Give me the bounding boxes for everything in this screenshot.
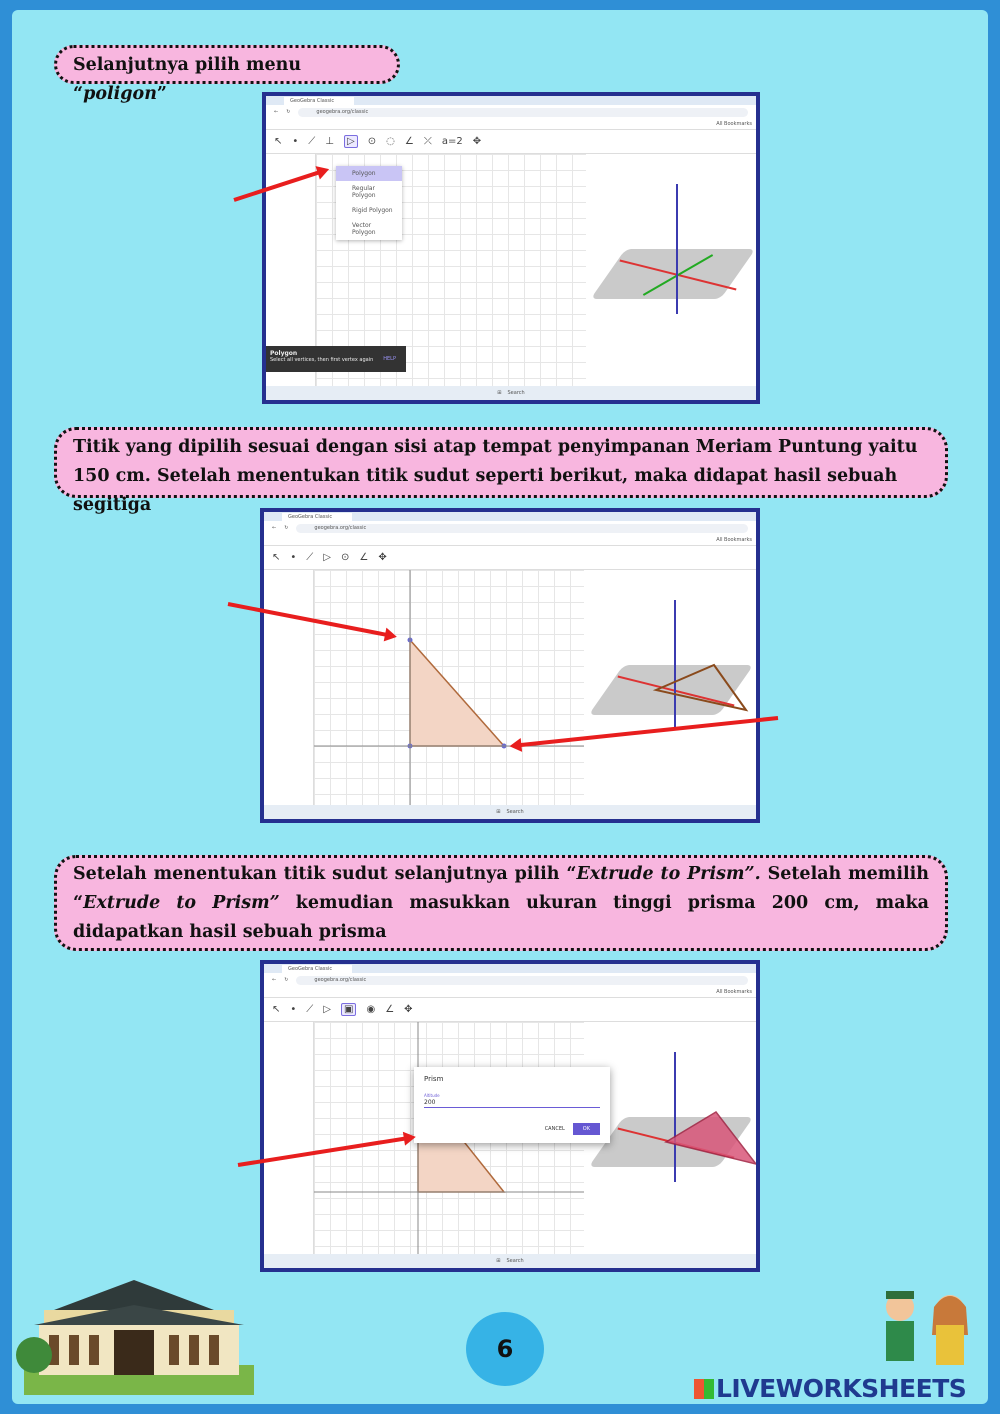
algebra-view[interactable]	[264, 570, 314, 805]
back-icon[interactable]: ←	[274, 109, 279, 115]
angle-tool-icon[interactable]: ∠	[404, 136, 414, 147]
windows-start-icon[interactable]: ⊞	[497, 390, 502, 396]
back-icon[interactable]: ←	[272, 525, 277, 531]
reflect-tool-icon[interactable]: ⤫	[423, 136, 432, 147]
line-tool-icon[interactable]: ⟋	[308, 136, 316, 147]
algebra-view[interactable]	[264, 1022, 314, 1254]
windows-start-icon[interactable]: ⊞	[496, 809, 501, 815]
menu-item-regular-polygon[interactable]: Regular Polygon	[352, 185, 376, 199]
brand-text: LIVEWORKSHEETS	[716, 1374, 967, 1403]
altitude-input[interactable]: 200	[424, 1098, 600, 1108]
tool-tooltip: Polygon Select all vertices, then first v…	[266, 346, 406, 372]
reload-icon[interactable]: ↻	[284, 525, 289, 531]
dialog-title: Prism	[424, 1075, 444, 1083]
line-tool-icon[interactable]: ⟋	[306, 552, 314, 563]
screenshot-prism: GeoGebra Classic ← ↻ geogebra.org/classic …	[260, 960, 760, 1272]
conic-tool-icon[interactable]: ◌	[386, 136, 395, 147]
extrude-prism-tool-icon[interactable]: ▣	[341, 1003, 357, 1016]
step-text: kemudian masukkan ukuran tinggi prisma 2…	[73, 893, 929, 942]
url-bar[interactable]: geogebra.org/classic	[296, 523, 748, 533]
taskbar: ⊞ Search	[264, 1254, 756, 1268]
taskbar: ⊞ Search	[266, 386, 756, 400]
step-text-italic: Extrude to Prism”	[83, 893, 280, 913]
step-text-italic: poligon	[83, 84, 157, 104]
ok-button[interactable]: OK	[572, 1123, 600, 1135]
3d-graphics-view[interactable]	[586, 570, 756, 805]
polygon-tool-icon[interactable]: ▷	[323, 1004, 331, 1015]
taskbar-search[interactable]: Search	[506, 809, 524, 815]
liveworksheets-logo: LIVEWORKSHEETS	[694, 1374, 967, 1403]
menu-item-polygon[interactable]: Polygon	[336, 166, 402, 181]
triangle-shape	[314, 570, 584, 810]
prism-dialog: Prism Altitude 200 CANCEL OK	[414, 1067, 610, 1143]
step-3-callout: Setelah menentukan titik sudut selanjutn…	[54, 855, 948, 951]
point-tool-icon[interactable]: •	[290, 552, 297, 563]
page-number: 6	[466, 1312, 544, 1386]
move-tool-icon[interactable]: ↖	[272, 1004, 281, 1015]
move-tool-icon[interactable]: ↖	[274, 136, 283, 147]
3d-graphics-view[interactable]	[588, 154, 756, 386]
taskbar: ⊞ Search	[264, 805, 756, 819]
sphere-tool-icon[interactable]: ◉	[366, 1004, 376, 1015]
move-view-icon[interactable]: ✥	[404, 1004, 413, 1015]
url-bar[interactable]: geogebra.org/classic	[296, 975, 748, 985]
screenshot-polygon-menu: GeoGebra Classic ← ↻ geogebra.org/classic …	[262, 92, 760, 404]
geogebra-toolbar: ↖ • ⟋ ▷ ▣ ◉ ∠ ✥	[264, 998, 756, 1022]
browser-tab[interactable]: GeoGebra Classic	[284, 96, 355, 105]
cancel-button[interactable]: CANCEL	[544, 1126, 565, 1132]
tooltip-title: Polygon	[270, 350, 298, 357]
tooltip-desc: Select all vertices, then first vertex a…	[270, 357, 374, 363]
mosque-building-illustration	[16, 1280, 254, 1395]
perpendicular-tool-icon[interactable]: ⊥	[325, 136, 335, 147]
step-2-callout: Titik yang dipilih sesuai dengan sisi at…	[54, 427, 948, 515]
url-bar[interactable]: geogebra.org/classic	[298, 107, 748, 117]
polygon-tool-icon[interactable]: ▷	[323, 552, 331, 563]
step-text: Setelah memilih “	[73, 864, 929, 913]
menu-item-vector-polygon[interactable]: Vector Polygon	[352, 222, 376, 236]
geogebra-toolbar: ↖ • ⟋ ▷ ⊙ ∠ ✥	[264, 546, 756, 570]
graphics-view[interactable]	[314, 570, 584, 810]
slider-tool-icon[interactable]: a=2	[441, 136, 463, 147]
step-text-italic: Extrude to Prism”.	[576, 864, 761, 884]
taskbar-search[interactable]: Search	[507, 390, 525, 396]
line-tool-icon[interactable]: ⟋	[306, 1004, 314, 1015]
polygon-tool-icon[interactable]: ▷	[344, 135, 358, 148]
angle-tool-icon[interactable]: ∠	[359, 552, 369, 563]
altitude-label: Altitude	[424, 1093, 440, 1098]
step-text: Setelah menentukan titik sudut selanjutn…	[73, 864, 577, 884]
browser-tab[interactable]: GeoGebra Classic	[282, 964, 353, 973]
polygon-submenu: Polygon Regular Polygon Rigid Polygon Ve…	[336, 166, 402, 240]
step-1-callout: Selanjutnya pilih menu “poligon”	[54, 45, 400, 104]
reload-icon[interactable]: ↻	[284, 977, 289, 983]
circle-tool-icon[interactable]: ⊙	[341, 552, 350, 563]
help-link[interactable]: HELP	[383, 356, 396, 362]
point-tool-icon[interactable]: •	[292, 136, 299, 147]
browser-tab[interactable]: GeoGebra Classic	[282, 512, 353, 521]
menu-item-rigid-polygon[interactable]: Rigid Polygon	[352, 207, 393, 214]
geogebra-toolbar: ↖ • ⟋ ⊥ ▷ ⊙ ◌ ∠ ⤫ a=2 ✥	[266, 130, 756, 154]
move-view-icon[interactable]: ✥	[378, 552, 387, 563]
windows-start-icon[interactable]: ⊞	[496, 1258, 501, 1264]
bookmarks-bar: All Bookmarks	[264, 987, 756, 998]
back-icon[interactable]: ←	[272, 977, 277, 983]
step-text: Selanjutnya pilih menu “	[73, 55, 302, 104]
step-text: ”	[156, 84, 167, 104]
reload-icon[interactable]: ↻	[286, 109, 291, 115]
taskbar-search[interactable]: Search	[506, 1258, 524, 1264]
move-tool-icon[interactable]: ↖	[272, 552, 281, 563]
circle-tool-icon[interactable]: ⊙	[367, 136, 377, 147]
point-tool-icon[interactable]: •	[290, 1004, 297, 1015]
logo-icon	[694, 1379, 714, 1399]
angle-tool-icon[interactable]: ∠	[385, 1004, 395, 1015]
3d-graphics-view[interactable]	[586, 1022, 756, 1254]
screenshot-triangle: GeoGebra Classic ← ↻ geogebra.org/classic …	[260, 508, 760, 823]
step-text: Titik yang dipilih sesuai dengan sisi at…	[73, 437, 918, 515]
children-illustration	[886, 1291, 968, 1365]
bookmarks-bar: All Bookmarks	[264, 535, 756, 546]
bookmarks-bar: All Bookmarks	[266, 119, 756, 130]
move-view-icon[interactable]: ✥	[472, 136, 482, 147]
